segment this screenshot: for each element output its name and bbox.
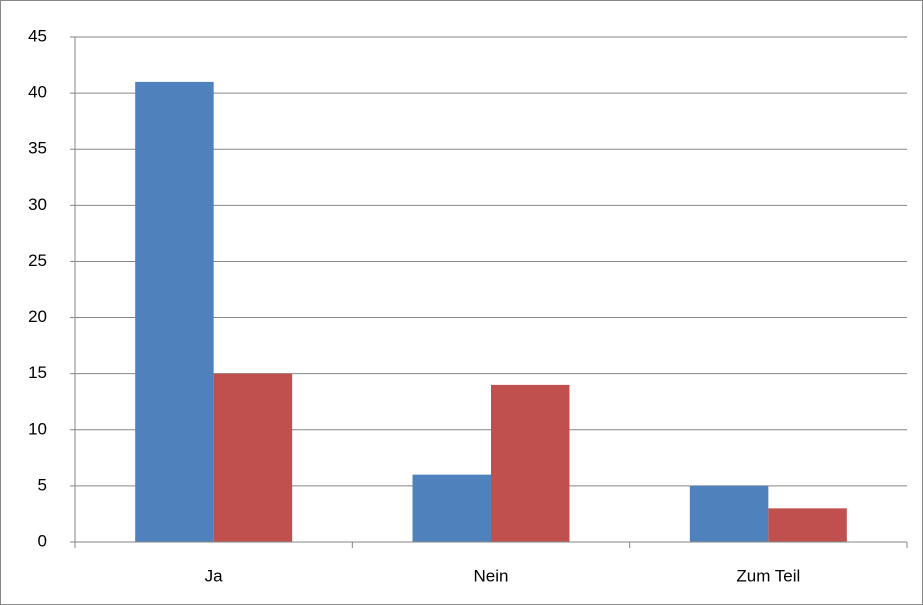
y-tick-label: 40 — [28, 83, 47, 102]
y-tick-label: 30 — [28, 195, 47, 214]
y-tick-label: 45 — [28, 26, 47, 45]
x-tick-label: Nein — [474, 566, 509, 585]
bar — [689, 485, 769, 542]
bar — [135, 81, 214, 542]
x-tick-label: Ja — [205, 566, 224, 585]
bar — [213, 373, 293, 542]
y-tick-label: 0 — [38, 531, 47, 550]
y-tick-label: 15 — [28, 363, 47, 382]
x-tick-label: Zum Teil — [736, 566, 800, 585]
y-tick-label: 20 — [28, 307, 47, 326]
y-tick-label: 35 — [28, 139, 47, 158]
y-tick-label: 25 — [28, 251, 47, 270]
bar — [412, 474, 491, 542]
bar — [491, 384, 570, 542]
y-tick-label: 10 — [28, 419, 47, 438]
y-tick-label: 5 — [38, 475, 47, 494]
bar — [768, 508, 847, 542]
